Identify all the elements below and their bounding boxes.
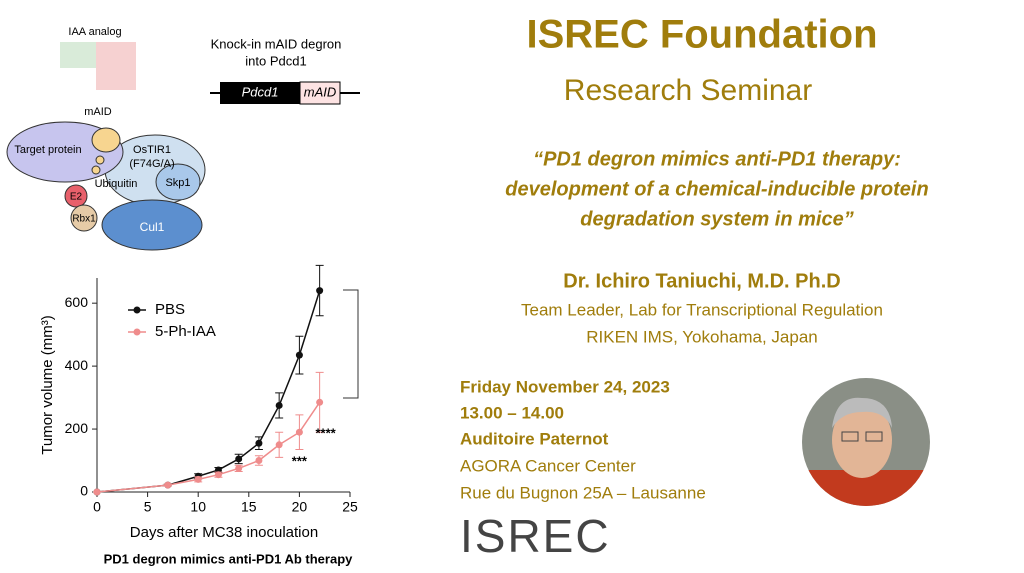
talk-title: “PD1 degron mimics anti-PD1 therapy: [533, 148, 901, 170]
gene-label: Pdcd1 [242, 84, 279, 99]
affiliation: Team Leader, Lab for Transcriptional Reg… [521, 300, 883, 319]
data-point [255, 457, 263, 465]
node-label: Ubiquitin [95, 178, 138, 190]
annotation: **** [316, 426, 337, 441]
significance-bracket [343, 289, 359, 399]
data-point [235, 464, 243, 472]
x-tick-label: 25 [342, 499, 358, 515]
legend-label: 5-Ph-IAA [155, 323, 216, 340]
data-point [235, 455, 243, 463]
data-point [194, 475, 202, 483]
node-label: E2 [70, 192, 83, 203]
diagram-label: into Pdcd1 [245, 53, 306, 68]
venue: Rue du Bugnon 25A – Lausanne [460, 483, 706, 502]
node-label: Skp1 [165, 177, 190, 189]
y-tick-label: 600 [65, 294, 89, 310]
talk-title: development of a chemical-inducible prot… [505, 178, 928, 200]
series-line [96, 401, 321, 493]
chart-caption: PD1 degron mimics anti-PD1 Ab therapy [104, 551, 354, 566]
speaker-photo [802, 378, 930, 506]
room: Auditoire Paternot [460, 429, 609, 448]
data-point [295, 428, 303, 436]
data-point [295, 351, 303, 359]
slide-subtitle: Research Seminar [564, 74, 812, 107]
date: Friday November 24, 2023 [460, 377, 670, 396]
slide-title: ISREC Foundation [526, 13, 877, 57]
y-tick-label: 0 [80, 483, 88, 499]
node-label: (F74G/A) [129, 158, 174, 170]
node-label: Rbx1 [72, 214, 96, 225]
diagram-label: Knock-in mAID degron [211, 36, 342, 51]
mechanism-diagram [6, 42, 360, 251]
x-axis-label: Days after MC38 inoculation [130, 524, 318, 541]
data-point [275, 441, 283, 449]
data-point [275, 401, 283, 409]
x-tick-label: 0 [93, 499, 101, 515]
speaker: Dr. Ichiro Taniuchi, M.D. Ph.D [563, 270, 840, 292]
talk-title: degradation system in mice” [580, 208, 853, 230]
y-tick-label: 400 [65, 357, 89, 373]
x-tick-label: 5 [144, 499, 152, 515]
x-tick-label: 10 [190, 499, 206, 515]
node-label: mAID [84, 106, 112, 118]
logo: ISREC [460, 510, 611, 562]
data-point [93, 488, 101, 496]
diagram-label: IAA analog [68, 26, 121, 38]
node-label: Cul1 [140, 220, 165, 234]
node-label: OsTIR1 [133, 144, 171, 156]
y-tick-label: 200 [65, 420, 89, 436]
y-axis-label: Tumor volume (mm³) [39, 315, 56, 454]
legend-label: PBS [155, 301, 185, 318]
x-tick-label: 15 [241, 499, 257, 515]
data-point [316, 398, 324, 406]
gene-label: mAID [304, 84, 337, 99]
x-tick-label: 20 [292, 499, 308, 515]
venue: AGORA Cancer Center [460, 456, 636, 475]
data-point [255, 439, 263, 447]
data-point [214, 471, 222, 479]
node-label: Target protein [14, 144, 81, 156]
legend-swatch [133, 328, 141, 336]
data-point [164, 481, 172, 489]
legend-swatch [133, 306, 141, 314]
time: 13.00 – 14.00 [460, 403, 564, 422]
data-point [316, 287, 324, 295]
annotation: *** [292, 454, 308, 469]
affiliation: RIKEN IMS, Yokohama, Japan [586, 327, 818, 346]
series-line [96, 290, 321, 493]
